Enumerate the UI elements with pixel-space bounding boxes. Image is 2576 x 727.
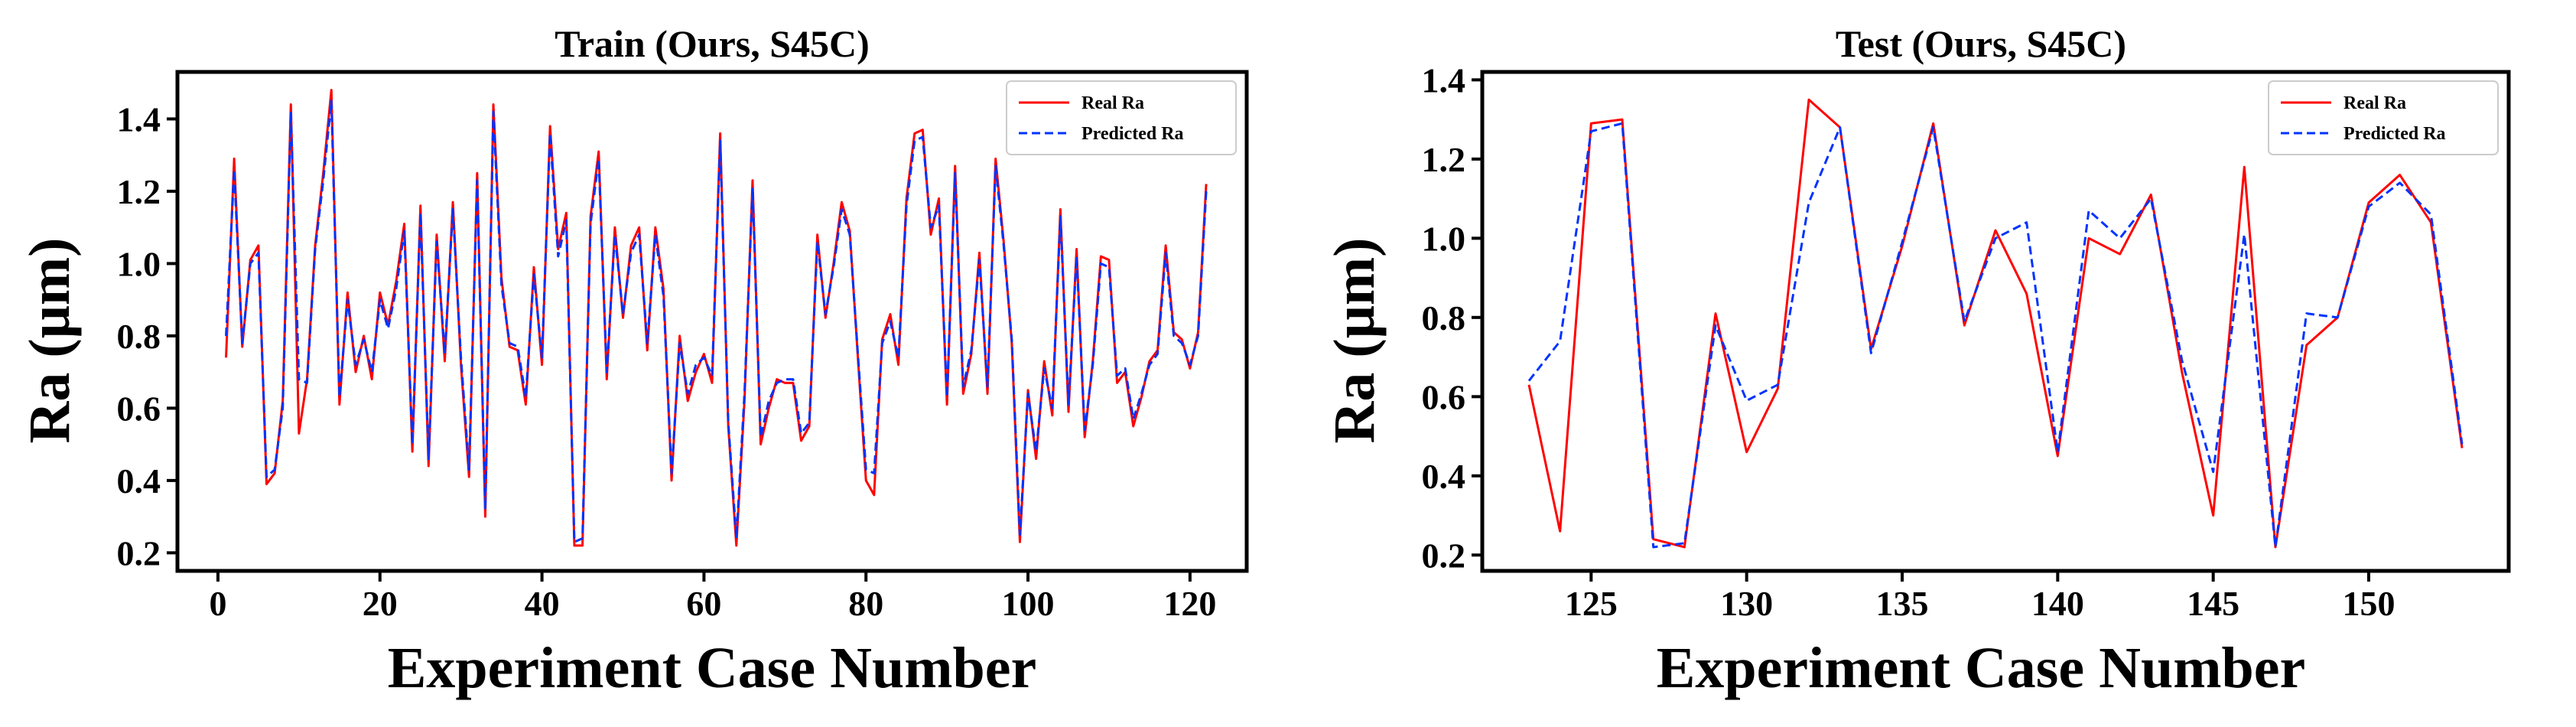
test-y-tick-label: 1.2 [1422, 140, 1466, 179]
test-x-tick-label: 150 [2343, 584, 2395, 623]
train-legend-label: Real Ra [1081, 93, 1144, 113]
train-x-tick-label: 60 [686, 584, 721, 623]
test-legend-box [2268, 80, 2499, 155]
train-chart: Train (Ours, S45C) Ra (μm) Experiment Ca… [18, 22, 1249, 700]
train-y-tick-label: 0.2 [117, 533, 161, 572]
train-x-tick-label: 120 [1163, 584, 1216, 623]
train-x-tick-label: 80 [848, 584, 883, 623]
test-chart: Test (Ours, S45C) Ra (μm) Experiment Cas… [1322, 22, 2511, 700]
test-x-axis-label: Experiment Case Number [1657, 636, 2306, 700]
train-x-tick-label: 20 [363, 584, 398, 623]
test-y-tick-label: 1.0 [1422, 219, 1466, 258]
train-y-tick-label: 0.6 [117, 389, 161, 428]
train-x-tick-label: 100 [1002, 584, 1055, 623]
test-axes-frame [1480, 70, 2511, 573]
test-y-tick-label: 0.6 [1422, 377, 1466, 416]
test-legend: Real Ra Predicted Ra [2268, 80, 2499, 155]
train-x-axis-label: Experiment Case Number [388, 636, 1037, 700]
train-legend-box [1006, 80, 1237, 155]
train-y-tick-label: 0.4 [117, 461, 161, 500]
test-y-axis-label: Ra (μm) [1322, 238, 1387, 444]
test-y-tick-label: 0.2 [1422, 536, 1466, 575]
train-y-axis-label: Ra (μm) [18, 238, 82, 444]
test-legend-label: Real Ra [2343, 93, 2406, 113]
train-x-tick-label: 0 [209, 584, 226, 623]
test-series-predicted-ra-line [1527, 122, 2464, 549]
test-x-tick-label: 135 [1876, 584, 1929, 623]
train-axes-frame [175, 70, 1249, 573]
train-series-predicted-ra-line [225, 99, 1208, 543]
train-y-tick-label: 1.4 [117, 99, 161, 139]
train-legend-label: Predicted Ra [1081, 124, 1184, 144]
train-y-tick-label: 1.0 [117, 244, 161, 283]
test-series-real-ra-line [1527, 98, 2464, 549]
train-plot-area: 0 20 40 60 80 100 120 0.2 0.4 0.6 0.8 1.0 1.2 1.4 Real… [117, 70, 1249, 623]
test-x-tick-label: 145 [2187, 584, 2239, 623]
train-y-tick-label: 1.2 [117, 172, 161, 211]
test-y-tick-label: 1.4 [1422, 60, 1466, 99]
train-y-tick-label: 0.8 [117, 317, 161, 356]
test-x-tick-label: 140 [2031, 584, 2084, 623]
train-x-tick-label: 40 [525, 584, 560, 623]
test-legend-label: Predicted Ra [2343, 124, 2446, 144]
test-y-tick-label: 0.8 [1422, 298, 1466, 337]
test-y-tick-label: 0.4 [1422, 457, 1466, 496]
test-x-tick-label: 125 [1565, 584, 1618, 623]
test-x-tick-label: 130 [1720, 584, 1773, 623]
test-plot-area: 125 130 135 140 145 150 0.2 0.4 0.6 0.8 1.0 1.2 1.4 R… [1422, 60, 2511, 623]
train-legend: Real Ra Predicted Ra [1006, 80, 1237, 155]
train-series-real-ra-line [225, 89, 1208, 547]
train-chart-title: Train (Ours, S45C) [555, 22, 870, 65]
test-chart-title: Test (Ours, S45C) [1836, 22, 2126, 65]
